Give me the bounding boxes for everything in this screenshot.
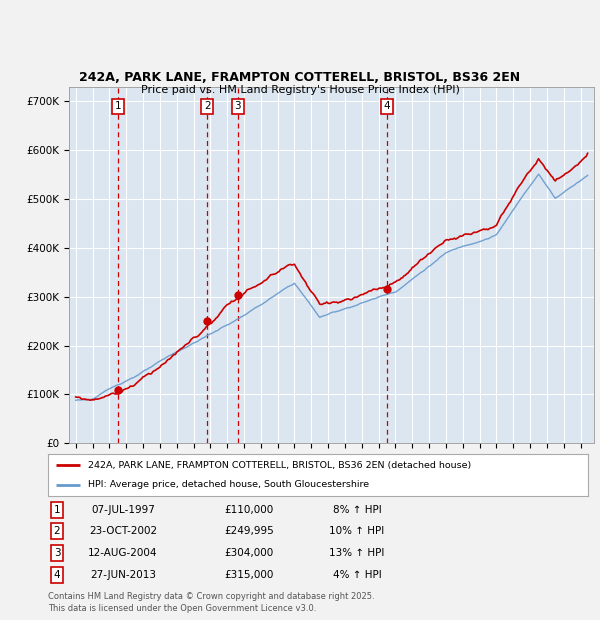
Text: 4% ↑ HPI: 4% ↑ HPI: [332, 570, 382, 580]
Text: 242A, PARK LANE, FRAMPTON COTTERELL, BRISTOL, BS36 2EN: 242A, PARK LANE, FRAMPTON COTTERELL, BRI…: [79, 71, 521, 84]
Text: £110,000: £110,000: [224, 505, 274, 515]
Text: 3: 3: [234, 101, 241, 112]
Text: £315,000: £315,000: [224, 570, 274, 580]
Text: 12-AUG-2004: 12-AUG-2004: [88, 548, 158, 558]
Text: 3: 3: [53, 548, 61, 558]
Text: 2: 2: [204, 101, 211, 112]
Text: Contains HM Land Registry data © Crown copyright and database right 2025.: Contains HM Land Registry data © Crown c…: [48, 592, 374, 601]
Text: Price paid vs. HM Land Registry's House Price Index (HPI): Price paid vs. HM Land Registry's House …: [140, 85, 460, 95]
Text: 23-OCT-2002: 23-OCT-2002: [89, 526, 157, 536]
Text: 4: 4: [53, 570, 61, 580]
Text: 07-JUL-1997: 07-JUL-1997: [91, 505, 155, 515]
Text: 10% ↑ HPI: 10% ↑ HPI: [329, 526, 385, 536]
Text: £249,995: £249,995: [224, 526, 274, 536]
Text: 242A, PARK LANE, FRAMPTON COTTERELL, BRISTOL, BS36 2EN (detached house): 242A, PARK LANE, FRAMPTON COTTERELL, BRI…: [89, 461, 472, 470]
Text: 2: 2: [53, 526, 61, 536]
Text: 1: 1: [115, 101, 121, 112]
Text: 8% ↑ HPI: 8% ↑ HPI: [332, 505, 382, 515]
Text: HPI: Average price, detached house, South Gloucestershire: HPI: Average price, detached house, Sout…: [89, 480, 370, 489]
Text: This data is licensed under the Open Government Licence v3.0.: This data is licensed under the Open Gov…: [48, 604, 316, 613]
Text: £304,000: £304,000: [224, 548, 274, 558]
Text: 27-JUN-2013: 27-JUN-2013: [90, 570, 156, 580]
Text: 1: 1: [53, 505, 61, 515]
Text: 13% ↑ HPI: 13% ↑ HPI: [329, 548, 385, 558]
Text: 4: 4: [383, 101, 390, 112]
